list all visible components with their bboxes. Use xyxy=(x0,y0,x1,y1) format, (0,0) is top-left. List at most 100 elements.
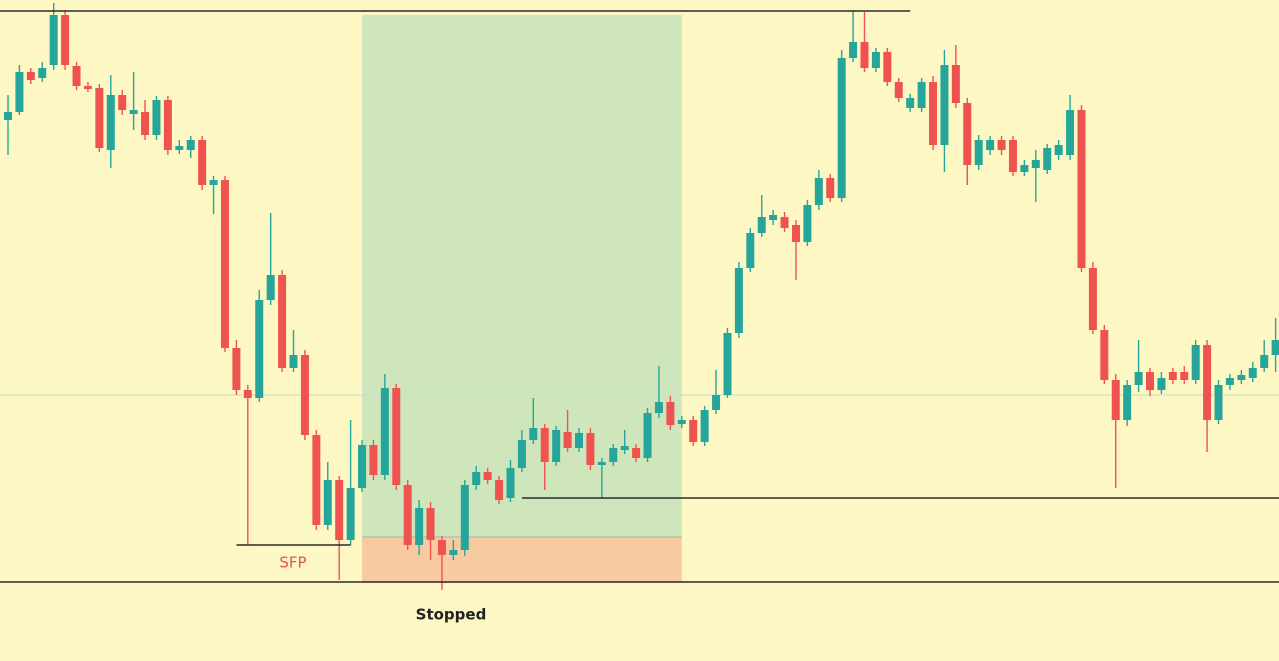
candle-body xyxy=(723,333,732,395)
candle-body xyxy=(1008,140,1017,172)
candle-body xyxy=(700,410,709,442)
candle-body xyxy=(426,508,435,540)
candle-body xyxy=(552,430,561,462)
candle-body xyxy=(1054,145,1063,155)
candle-body xyxy=(803,205,812,242)
candle-body xyxy=(38,68,47,78)
candle-body xyxy=(106,95,115,150)
candle-body xyxy=(1248,368,1257,378)
candle-body xyxy=(232,348,241,390)
candle-body xyxy=(826,178,835,198)
candle-body xyxy=(392,388,401,485)
candle-body xyxy=(1031,160,1040,168)
candle-body xyxy=(243,390,252,398)
candle-body xyxy=(620,446,629,450)
candle-body xyxy=(1020,165,1029,172)
candle-body xyxy=(712,395,721,410)
candle-body xyxy=(415,508,424,545)
candle-body xyxy=(506,468,515,498)
candle-body xyxy=(586,433,595,465)
candle-body xyxy=(929,82,938,145)
candle-body xyxy=(917,82,926,108)
candle-body xyxy=(95,88,104,148)
candle-body xyxy=(129,110,138,114)
candle-body xyxy=(517,440,526,468)
candle-body xyxy=(1066,110,1075,155)
candle-body xyxy=(266,275,275,300)
candle-body xyxy=(1225,378,1234,385)
candle-body xyxy=(769,215,778,220)
candle-body xyxy=(1077,110,1086,268)
candle-body xyxy=(312,435,321,525)
candle-body xyxy=(163,100,172,150)
candle-body xyxy=(1146,372,1154,390)
candle-body xyxy=(198,140,207,185)
candle-body xyxy=(677,420,686,424)
candle-body xyxy=(1157,378,1166,390)
candle-body xyxy=(529,428,538,440)
candle-body xyxy=(380,388,389,475)
candle-body xyxy=(209,180,218,185)
candle-body xyxy=(323,480,332,525)
candle-body xyxy=(403,485,412,545)
candle-body xyxy=(963,103,972,165)
candle-body xyxy=(1237,375,1246,380)
candle-body xyxy=(72,66,81,86)
candle-body xyxy=(300,355,309,435)
candle-body xyxy=(15,72,24,112)
candle-body xyxy=(449,550,458,555)
candle-body xyxy=(689,420,698,442)
candle-body xyxy=(1260,355,1269,368)
candle-body xyxy=(220,180,229,348)
candle-body xyxy=(1180,372,1189,380)
candle-body xyxy=(335,480,344,540)
candle-body xyxy=(255,300,264,398)
candle-body xyxy=(780,217,789,228)
candle-body xyxy=(472,472,481,485)
candle-body xyxy=(83,86,92,89)
candle-body xyxy=(61,15,70,65)
candles xyxy=(4,3,1279,590)
candle-body xyxy=(1043,148,1052,170)
candle-body xyxy=(734,268,743,333)
candle-body xyxy=(369,445,378,475)
candle-body xyxy=(358,445,367,488)
candle-body xyxy=(871,52,880,68)
candle-body xyxy=(1203,345,1212,420)
candle-body xyxy=(791,225,800,242)
candle-body xyxy=(152,100,161,135)
candle-body xyxy=(837,58,846,198)
candle-body xyxy=(1134,372,1143,385)
candle-body xyxy=(940,65,949,145)
candle-body xyxy=(643,413,652,458)
candle-body xyxy=(483,472,492,480)
stopped-label: Stopped xyxy=(416,606,487,624)
candle-body xyxy=(346,488,355,540)
candle-body xyxy=(1111,380,1120,420)
candle-body xyxy=(186,140,195,150)
candle-body xyxy=(289,355,298,368)
candle-body xyxy=(1214,385,1223,420)
candle-body xyxy=(860,42,869,68)
candle-body xyxy=(1123,385,1132,420)
candle-body xyxy=(118,95,127,110)
candle-body xyxy=(49,15,58,65)
candle-body xyxy=(757,217,766,233)
candle-body xyxy=(26,72,35,80)
level-lines xyxy=(0,10,1279,583)
candle-body xyxy=(632,448,641,458)
candle-body xyxy=(609,448,618,462)
sfp-label: SFP xyxy=(279,554,306,572)
candle-body xyxy=(1271,340,1279,355)
candle-body xyxy=(654,402,663,413)
candle-body xyxy=(951,65,960,103)
candle-body xyxy=(4,112,12,120)
candle-body xyxy=(540,428,549,462)
candle-body xyxy=(437,540,446,555)
candle-body xyxy=(563,432,572,448)
candle-body xyxy=(883,52,892,82)
candle-body xyxy=(997,140,1006,150)
candle-body xyxy=(175,146,184,150)
candle-body xyxy=(1100,330,1109,380)
